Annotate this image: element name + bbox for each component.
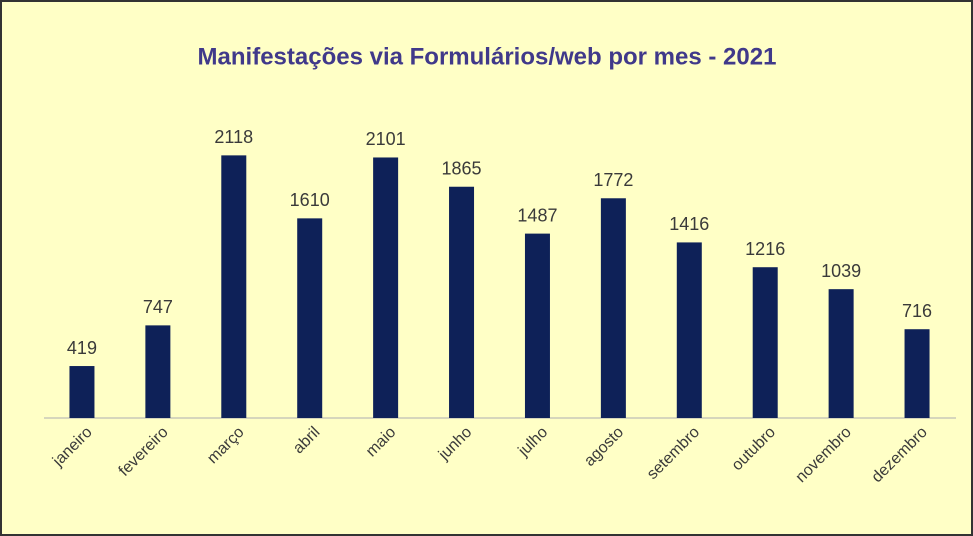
bar [297, 218, 323, 418]
data-label: 716 [902, 301, 932, 321]
bar [69, 366, 95, 418]
data-label: 1865 [442, 158, 482, 178]
bar [676, 242, 702, 418]
data-label: 1610 [290, 190, 330, 210]
bar [600, 198, 626, 418]
data-label: 1772 [593, 170, 633, 190]
chart-title: Manifestações via Formulários/web por me… [198, 43, 777, 70]
bar [373, 157, 399, 418]
data-label: 1216 [745, 239, 785, 259]
data-label: 419 [67, 338, 97, 358]
data-label: 747 [143, 297, 173, 317]
bar [221, 155, 247, 419]
bar [145, 325, 171, 418]
bar [449, 186, 475, 418]
data-label: 1487 [517, 205, 557, 225]
data-label: 1039 [821, 261, 861, 281]
bar [904, 329, 930, 418]
bar [828, 289, 854, 418]
bar [524, 233, 550, 418]
data-label: 1416 [669, 214, 709, 234]
bar [752, 267, 778, 418]
data-label: 2101 [366, 129, 406, 149]
data-label: 2118 [214, 127, 253, 147]
